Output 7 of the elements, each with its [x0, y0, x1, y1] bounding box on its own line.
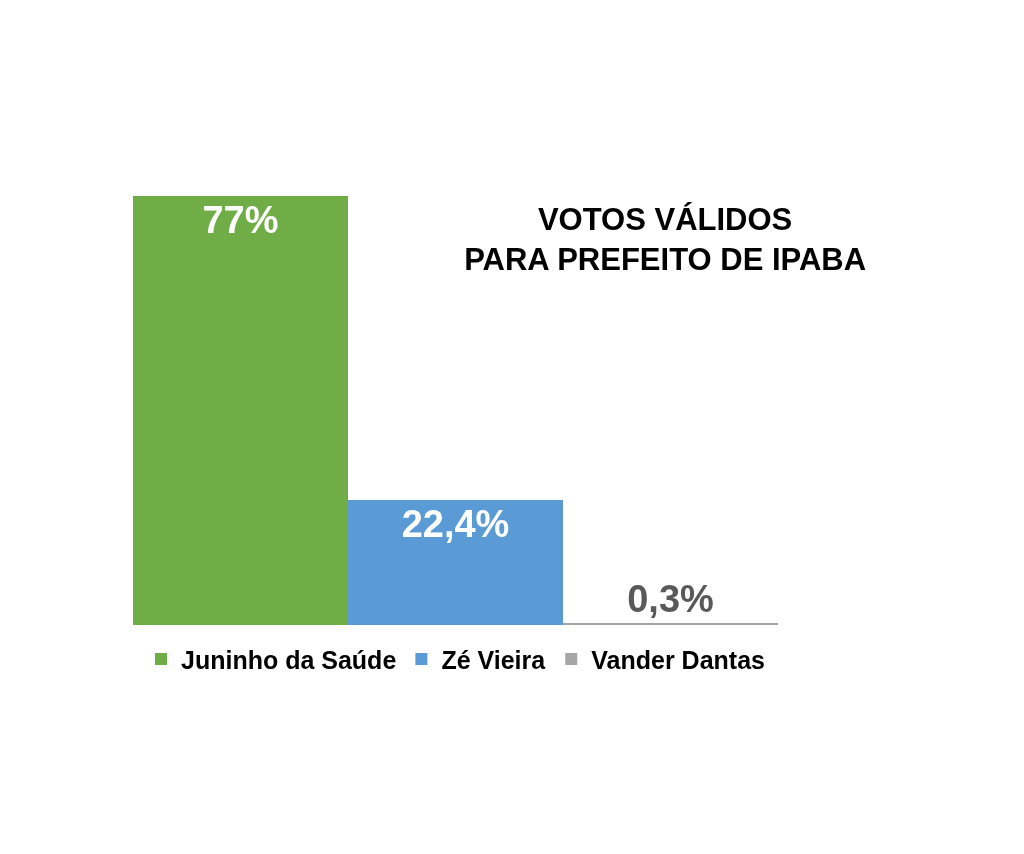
legend-label: Zé Vieira [441, 645, 547, 674]
legend-label: Vander Dantas [591, 645, 765, 674]
data-label: 77% [202, 199, 279, 241]
text: VOTOS VÁLIDOS PARA PREFEITO DE IPABA [464, 202, 867, 278]
data-label: 0,3% [627, 578, 714, 620]
data-label: 22,4% [401, 503, 510, 545]
legend-label: Juninho da Saúde [181, 645, 397, 674]
